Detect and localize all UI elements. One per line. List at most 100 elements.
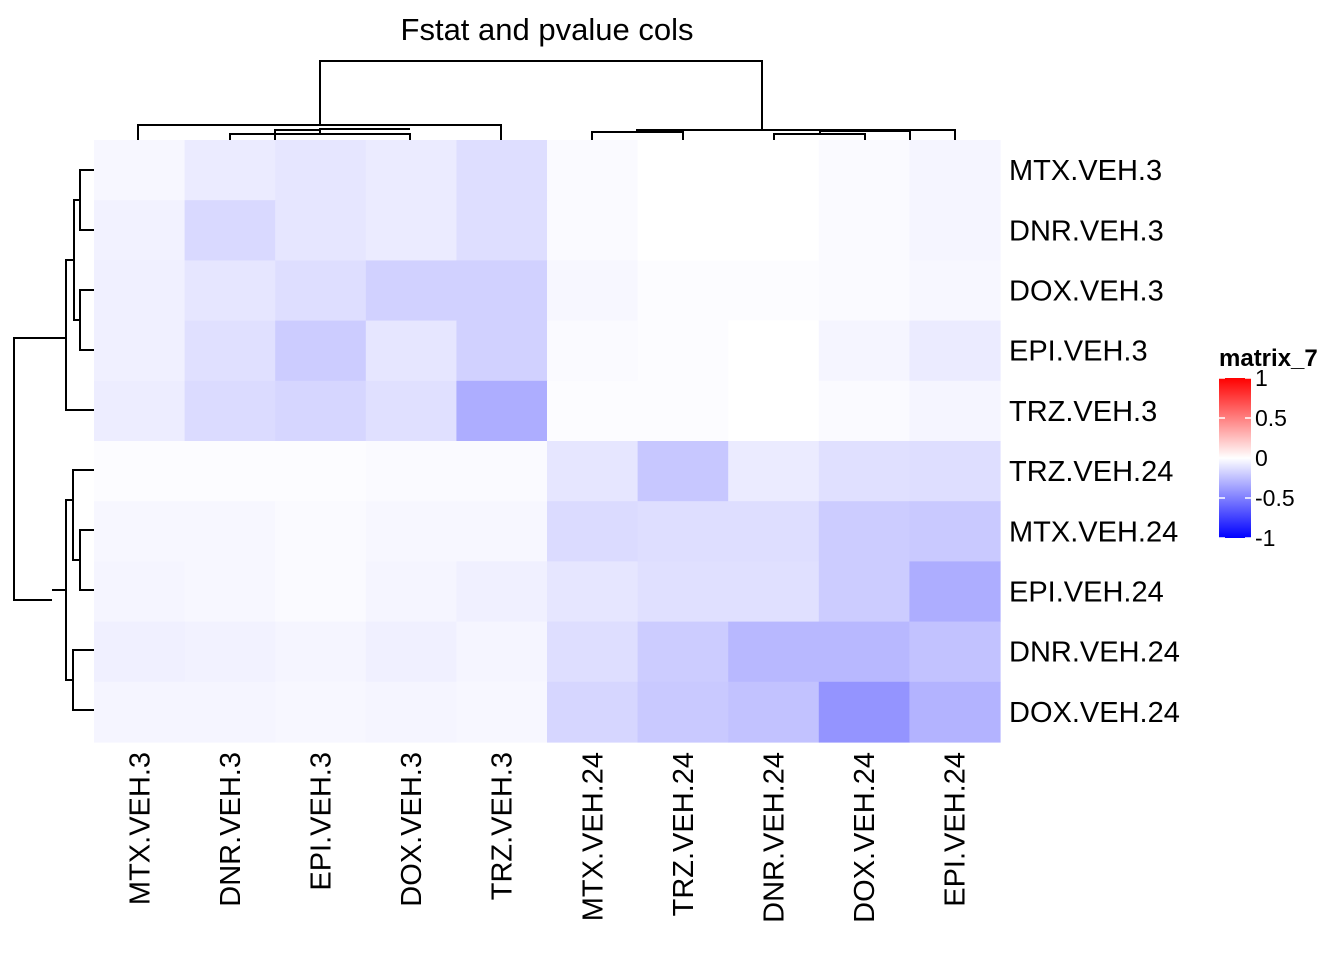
heatmap-cell [94,200,186,261]
heatmap-cell [637,561,729,623]
heatmap-cell [637,380,729,442]
heatmap-cell [456,320,548,382]
heatmap-cell [728,681,820,743]
heatmap-cell [547,441,639,502]
heatmap-cell [547,681,639,743]
legend-ticks: 1 0.5 0 -0.5 -1 [1219,365,1295,551]
row-label: MTX.VEH.3 [1009,155,1162,187]
heatmap-cell [728,200,820,261]
heatmap-cell [94,681,186,743]
heatmap-cell [94,260,186,322]
heatmap-cell [547,501,639,562]
heatmap-cell [94,501,186,562]
heatmap-cell [184,621,276,683]
heatmap-cell [728,320,820,382]
column-label: DOX.VEH.3 [396,752,428,907]
row-labels: MTX.VEH.3 DNR.VEH.3 DOX.VEH.3 EPI.VEH.3 TRZ.… [1009,155,1180,729]
heatmap-cell [637,260,729,322]
color-legend: matrix_7 1 0.5 0 -0.5 -1 [1219,345,1318,551]
heatmap-cell [275,320,367,382]
heatmap-cell [94,621,186,683]
heatmap-cell [818,561,910,623]
legend-tick-label: -0.5 [1255,485,1295,511]
heatmap-cell [275,380,367,442]
heatmap-cell [909,621,1001,683]
row-label: DOX.VEH.24 [1009,697,1180,729]
legend-title: matrix_7 [1219,345,1318,372]
heatmap-cell [818,681,910,743]
column-label: DNR.VEH.24 [759,752,791,923]
column-label: MTX.VEH.3 [124,752,156,905]
column-label: TRZ.VEH.3 [487,752,519,900]
heatmap-cell [456,621,548,683]
heatmap-cell [637,501,729,562]
column-label: EPI.VEH.3 [306,752,338,891]
heatmap-cell [909,501,1001,562]
heatmap-cell [728,441,820,502]
heatmap-cell [184,140,276,201]
heatmap-cell [909,320,1001,382]
heatmap-cell [547,260,639,322]
heatmap-cell [637,441,729,502]
heatmap-cell [365,441,457,502]
heatmap-cell [728,140,820,201]
heatmap-cell [909,681,1001,743]
heatmap-cell [275,260,367,322]
heatmap-cells [94,140,1001,743]
heatmap-cell [456,260,548,322]
heatmap-cell [456,380,548,442]
row-label: TRZ.VEH.24 [1009,456,1173,488]
heatmap-cell [728,561,820,623]
heatmap-cell [547,380,639,442]
heatmap-cell [909,561,1001,623]
heatmap-cell [365,140,457,201]
column-dendrogram [137,60,956,140]
heatmap-cell [818,621,910,683]
heatmap-cell [184,380,276,442]
heatmap-cell [818,140,910,201]
heatmap-cell [547,200,639,261]
heatmap-cell [728,501,820,562]
heatmap-cell [818,380,910,442]
heatmap-cell [547,140,639,201]
heatmap-cell [909,380,1001,442]
heatmap-cell [184,441,276,502]
heatmap-cell [184,561,276,623]
heatmap-cell [637,320,729,382]
heatmap-cell [909,441,1001,502]
row-label: TRZ.VEH.3 [1009,396,1157,428]
heatmap-cell [728,621,820,683]
heatmap-cell [818,260,910,322]
column-labels: MTX.VEH.3 DNR.VEH.3 EPI.VEH.3 DOX.VEH.3 TRZ.… [124,752,971,923]
row-dendrogram [13,169,94,711]
row-label: DNR.VEH.3 [1009,215,1164,247]
heatmap-cell [94,380,186,442]
heatmap-cell [94,140,186,201]
heatmap-cell [275,561,367,623]
heatmap-cell [275,501,367,562]
legend-tick-label: 1 [1255,365,1268,391]
heatmap-cell [365,501,457,562]
column-label: DNR.VEH.3 [215,752,247,907]
legend-tick-label: 0.5 [1255,405,1287,431]
column-label: EPI.VEH.24 [940,752,972,907]
heatmap-cell [818,320,910,382]
heatmap-cell [94,320,186,382]
heatmap-cell [456,501,548,562]
heatmap-cell [456,561,548,623]
heatmap-cell [365,260,457,322]
heatmap-cell [456,140,548,201]
heatmap-cell [818,501,910,562]
heatmap-cell [637,200,729,261]
heatmap-cell [456,441,548,502]
row-label: EPI.VEH.3 [1009,336,1148,368]
heatmap-cell [456,200,548,261]
row-label: MTX.VEH.24 [1009,516,1178,548]
heatmap-cell [909,260,1001,322]
heatmap-cell [909,140,1001,201]
column-label: TRZ.VEH.24 [668,752,700,916]
heatmap-cell [728,260,820,322]
chart-title: Fstat and pvalue cols [401,12,694,47]
